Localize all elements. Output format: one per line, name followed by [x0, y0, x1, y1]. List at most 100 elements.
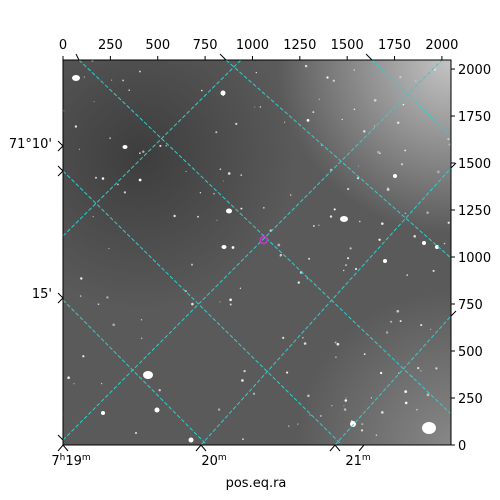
faint-star [386, 188, 390, 191]
faint-star [354, 267, 358, 271]
faint-star [240, 207, 243, 210]
faint-star [116, 183, 119, 186]
faint-star [379, 371, 383, 375]
faint-star [165, 145, 167, 147]
faint-star [235, 122, 238, 125]
dec-tick [450, 310, 457, 317]
faint-star [197, 215, 199, 218]
faint-star [240, 174, 242, 176]
faint-star [336, 342, 340, 346]
faint-star [123, 191, 127, 194]
faint-star [190, 263, 194, 266]
faint-star [231, 246, 235, 249]
faint-star [199, 192, 202, 194]
faint-star [222, 180, 224, 182]
star [226, 208, 232, 214]
faint-star [101, 177, 105, 180]
dec-label-71-10: 71°10' [9, 137, 52, 152]
faint-star [385, 331, 389, 334]
faint-star [303, 342, 307, 345]
dec-axis-ticks [57, 140, 457, 441]
dec-label-15: 15' [32, 287, 52, 302]
faint-star [239, 287, 242, 289]
faint-star [363, 130, 366, 133]
top-axis-tick-label: 750 [193, 38, 218, 53]
faint-star [139, 152, 141, 155]
right-axis-tick-label: 500 [458, 345, 483, 360]
faint-star [242, 438, 244, 441]
ra-tick [358, 444, 365, 452]
ra-tick [75, 53, 80, 61]
faint-star [341, 118, 343, 121]
faint-star [191, 302, 194, 306]
faint-star [345, 397, 347, 399]
ra-label-20m: 20m [201, 453, 226, 469]
faint-star [349, 247, 352, 250]
faint-star [416, 408, 418, 411]
plot-frame [62, 59, 452, 446]
star [188, 437, 194, 443]
faint-star [216, 219, 218, 221]
faint-star [432, 87, 434, 89]
star [340, 216, 348, 222]
grid-line [334, 315, 451, 445]
star [422, 241, 426, 245]
faint-star [229, 298, 232, 302]
faint-star [255, 72, 257, 74]
faint-star [80, 277, 83, 280]
star [350, 421, 356, 427]
star [383, 259, 387, 263]
faint-star [404, 149, 407, 152]
faint-star [138, 178, 142, 182]
faint-star [200, 89, 203, 92]
faint-star [94, 176, 98, 179]
faint-star [93, 101, 95, 103]
dec-tick [57, 165, 64, 177]
grid-line [371, 60, 451, 137]
grid-line [63, 170, 343, 445]
faint-star [329, 215, 333, 218]
faint-star [357, 165, 359, 167]
faint-star [343, 405, 345, 407]
faint-star [302, 337, 304, 339]
coordinate-grid [63, 60, 451, 445]
faint-star [378, 238, 381, 242]
ra-tick [329, 444, 341, 452]
faint-star [396, 309, 400, 313]
faint-star [297, 281, 300, 284]
faint-star [318, 224, 320, 226]
grid-line [63, 299, 208, 445]
faint-star [381, 222, 384, 225]
faint-star [399, 75, 402, 79]
faint-star [400, 163, 404, 166]
ra-axis-ticks [57, 53, 373, 452]
star [221, 245, 227, 249]
faint-star [241, 379, 244, 382]
faint-star [377, 150, 380, 154]
star [220, 90, 226, 96]
faint-star [353, 69, 356, 71]
faint-star [309, 414, 311, 416]
faint-star [390, 320, 393, 323]
faint-star [97, 303, 100, 306]
faint-star [140, 337, 143, 340]
faint-star [414, 80, 417, 82]
right-axis-tick-label: 1500 [458, 157, 491, 172]
faint-star [404, 390, 408, 393]
faint-star [227, 172, 231, 175]
star [72, 75, 80, 81]
faint-star [138, 70, 141, 73]
faint-star [331, 405, 333, 407]
faint-star [304, 64, 308, 68]
faint-star [373, 98, 377, 102]
right-axis-tick-label: 1000 [458, 251, 491, 266]
faint-star [158, 388, 161, 392]
faint-star [333, 208, 336, 211]
x-axis-label: pos.eq.ra [226, 476, 287, 491]
faint-star [92, 215, 94, 218]
star [393, 174, 397, 178]
ra-label-7h19m: 7h19m [51, 453, 90, 469]
faint-star [319, 414, 322, 417]
faint-star [426, 211, 429, 214]
faint-star [432, 269, 435, 272]
